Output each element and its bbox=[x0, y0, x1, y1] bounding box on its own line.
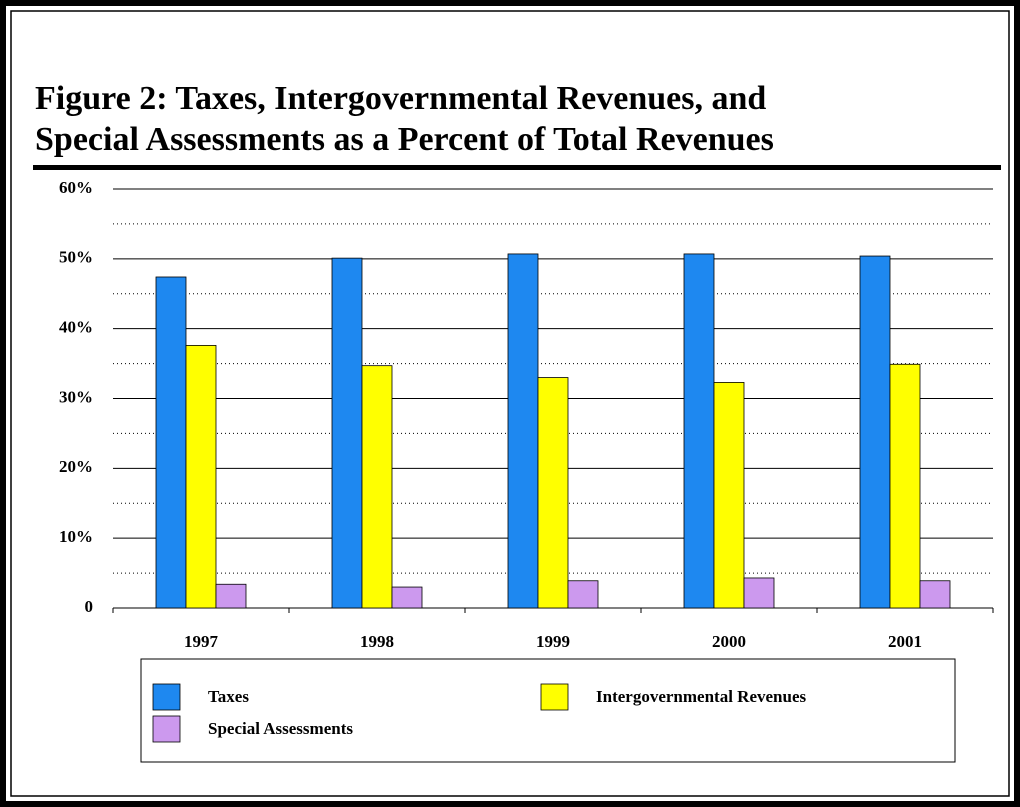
legend-swatch bbox=[152, 683, 181, 711]
legend-label: Taxes bbox=[208, 687, 249, 706]
title-rule bbox=[33, 165, 1001, 170]
x-tick-label: 2001 bbox=[888, 632, 922, 651]
x-tick-label: 1998 bbox=[360, 632, 394, 651]
inner-frame bbox=[10, 10, 1010, 797]
bar bbox=[215, 583, 247, 609]
bar bbox=[919, 580, 951, 609]
bar bbox=[567, 580, 599, 609]
bar bbox=[155, 276, 187, 609]
bar bbox=[185, 345, 217, 609]
y-tick-label: 40% bbox=[59, 318, 93, 337]
bar bbox=[507, 253, 539, 609]
x-tick-label: 1997 bbox=[184, 632, 219, 651]
chart-title: Special Assessments as a Percent of Tota… bbox=[35, 121, 774, 158]
chart-title: Figure 2: Taxes, Intergovernmental Reven… bbox=[35, 80, 766, 117]
x-tick-label: 2000 bbox=[712, 632, 746, 651]
y-tick-label: 60% bbox=[59, 178, 93, 197]
legend-label: Special Assessments bbox=[208, 719, 353, 738]
y-tick-label: 10% bbox=[59, 527, 93, 546]
x-tick-label: 1999 bbox=[536, 632, 570, 651]
bar bbox=[713, 382, 745, 609]
y-tick-label: 50% bbox=[59, 248, 93, 267]
bar bbox=[331, 257, 363, 609]
y-tick-label: 30% bbox=[59, 387, 93, 406]
bar bbox=[859, 255, 891, 609]
legend-swatch bbox=[152, 715, 181, 743]
bar bbox=[361, 365, 393, 609]
bar bbox=[391, 586, 423, 609]
bar bbox=[743, 577, 775, 609]
legend-label: Intergovernmental Revenues bbox=[596, 687, 806, 706]
bar bbox=[889, 363, 921, 609]
bar bbox=[683, 253, 715, 609]
legend-box bbox=[140, 658, 956, 763]
bar bbox=[537, 377, 569, 609]
legend-swatch bbox=[540, 683, 569, 711]
y-tick-label: 0 bbox=[85, 597, 94, 616]
y-tick-label: 20% bbox=[59, 457, 93, 476]
